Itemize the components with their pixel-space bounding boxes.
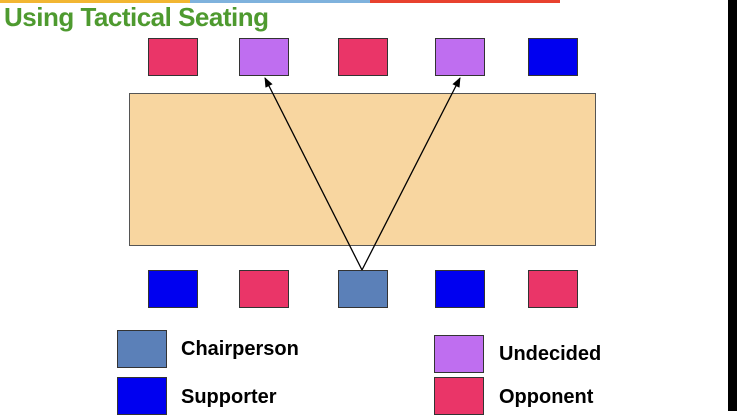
legend-label-undecided: Undecided: [499, 343, 602, 365]
legend-swatch-undecided: [434, 335, 484, 373]
legend-swatch-opponent: [434, 377, 484, 415]
legend-label-supporter: Supporter: [181, 386, 277, 408]
arrow-to-undecided-right: [361, 77, 461, 271]
legend-swatch-supporter: [117, 377, 167, 415]
bottom-seat-1: [148, 270, 198, 308]
slide-title: Using Tactical Seating: [4, 2, 269, 32]
top-accent-bar-middle: [190, 0, 370, 3]
legend-swatch-chairperson: [117, 330, 167, 368]
bottom-seat-2: [239, 270, 289, 308]
top-accent-bar-left: [0, 0, 190, 3]
bottom-seat-5: [528, 270, 578, 308]
top-seat-4: [435, 38, 485, 76]
bottom-seat-4: [435, 270, 485, 308]
top-seat-2: [239, 38, 289, 76]
top-seat-3: [338, 38, 388, 76]
legend-label-opponent: Opponent: [499, 386, 594, 408]
legend-label-chairperson: Chairperson: [181, 338, 299, 360]
top-seat-1: [148, 38, 198, 76]
top-accent-bar-right: [370, 0, 560, 3]
top-seat-5: [528, 38, 578, 76]
right-edge-bar: [728, 0, 737, 411]
meeting-table: [129, 93, 596, 246]
bottom-seat-3: [338, 270, 388, 308]
arrow-to-undecided-left: [264, 77, 363, 271]
